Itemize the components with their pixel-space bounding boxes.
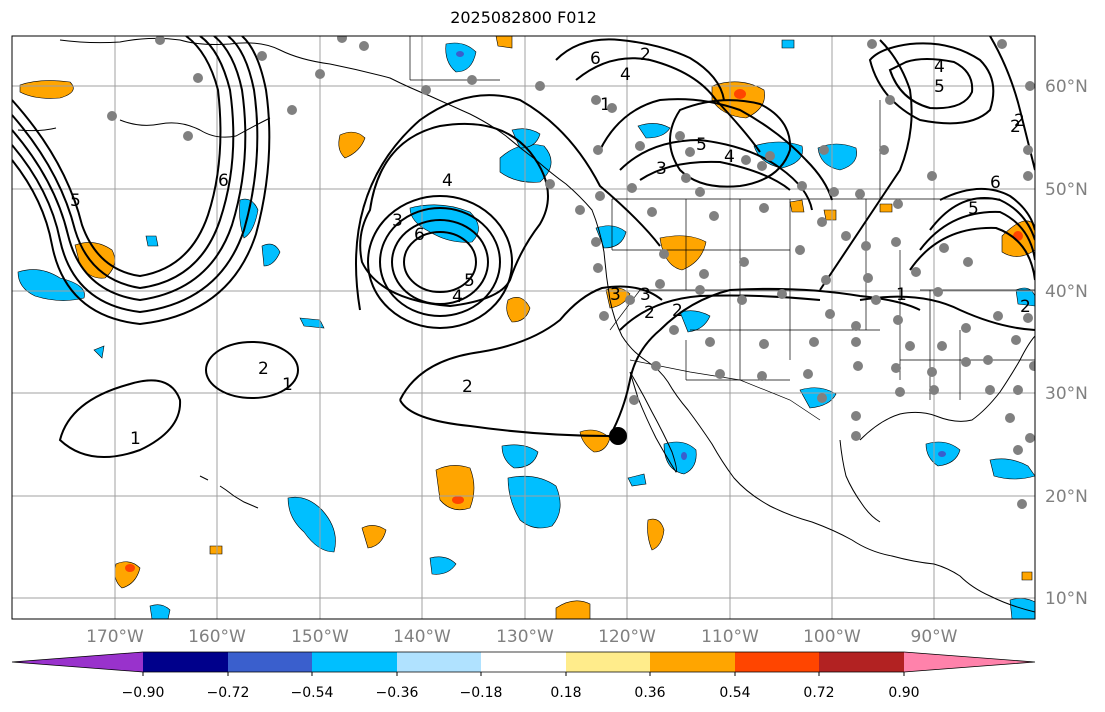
contour-label: 2 <box>258 359 269 379</box>
lon-label: 170°W <box>86 627 144 647</box>
colorbar-segment <box>228 652 312 672</box>
cool-anomaly-patches <box>17 39 1035 619</box>
hot-anomaly-cores <box>125 89 1023 572</box>
contour-label: 1 <box>130 429 141 449</box>
map-title: 2025082800 F012 <box>450 8 597 27</box>
dark-cool-anomaly-cores <box>456 51 946 460</box>
station-markers <box>107 36 1035 509</box>
contour-label: 3 <box>610 285 621 305</box>
contour-label: 4 <box>724 147 735 167</box>
map-frame <box>11 35 1036 620</box>
contour-label: 1 <box>896 285 907 305</box>
lat-label: 40°N <box>1045 282 1088 302</box>
colorbar-segment <box>397 652 481 672</box>
lon-label: 140°W <box>393 627 451 647</box>
colorbar-extend-low <box>12 652 143 672</box>
lon-label: 130°W <box>496 627 554 647</box>
contour-label: 2 <box>672 301 683 321</box>
colorbar-segment <box>481 652 566 672</box>
colorbar-segment <box>143 652 228 672</box>
colorbar-tick-label: 0.72 <box>803 685 834 701</box>
contour-label: 6 <box>218 171 229 191</box>
contour-label: 1 <box>600 95 611 115</box>
colorbar-segment <box>650 652 735 672</box>
contour-label: 3 <box>392 211 403 231</box>
colorbar-tick-label: −0.36 <box>376 685 419 701</box>
lon-label: 100°W <box>803 627 861 647</box>
contour-label: 4 <box>620 65 631 85</box>
colorbar-tick-label: −0.90 <box>122 685 165 701</box>
colorbar-tick-label: −0.54 <box>291 685 334 701</box>
map-plot-area: 6 4 2 5 4 5 3 6 5 2 6 5 4 2 1 4 3 6 4 5 … <box>12 36 1035 619</box>
lon-label: 110°W <box>701 627 759 647</box>
colorbar-tick-label: 0.18 <box>550 685 581 701</box>
graticule <box>12 36 1035 619</box>
contour-label: 1 <box>282 375 293 395</box>
contour-label: 6 <box>990 173 1001 193</box>
contour-label: 4 <box>442 171 453 191</box>
lat-label: 30°N <box>1045 384 1088 404</box>
contour-label: 2 <box>462 377 473 397</box>
colorbar-segment <box>735 652 819 672</box>
contour-label: 6 <box>590 49 601 69</box>
contour-label: 5 <box>696 135 707 155</box>
political-borders <box>409 36 1035 421</box>
contour-label: 5 <box>968 199 979 219</box>
lon-label: 120°W <box>598 627 656 647</box>
latitude-labels: 60°N 50°N 40°N 30°N 20°N 10°N <box>1045 77 1088 609</box>
lon-label: 160°W <box>188 627 246 647</box>
colorbar-segment <box>312 652 397 672</box>
contour-label: 3 <box>640 285 651 305</box>
contour-label: 4 <box>934 57 945 77</box>
colorbar-tick-label: −0.72 <box>207 685 250 701</box>
lat-label: 10°N <box>1045 589 1088 609</box>
contour-label: 2 <box>1010 117 1021 137</box>
colorbar-tick-label: 0.36 <box>634 685 665 701</box>
contour-label: 6 <box>414 225 425 245</box>
lat-label: 50°N <box>1045 180 1088 200</box>
colorbar-tick-labels: −0.90 −0.72 −0.54 −0.36 −0.18 0.18 0.36 … <box>122 685 920 701</box>
contour-label: 4 <box>452 287 463 307</box>
colorbar <box>11 651 1036 676</box>
contour-lines <box>12 36 1035 459</box>
colorbar-tick-label: −0.18 <box>460 685 503 701</box>
contour-label: 3 <box>656 159 667 179</box>
colorbar-tick-label: 0.54 <box>719 685 750 701</box>
contour-label: 5 <box>70 191 81 211</box>
lat-label: 20°N <box>1045 487 1088 507</box>
contour-label: 2 <box>1014 111 1025 131</box>
colorbar-extend-high <box>904 652 1035 672</box>
longitude-labels: 170°W 160°W 150°W 140°W 130°W 120°W 110°… <box>86 627 958 647</box>
lon-label: 150°W <box>291 627 349 647</box>
colorbar-segment <box>819 652 904 672</box>
storm-center-marker <box>609 427 627 445</box>
contour-label: 2 <box>644 303 655 323</box>
lat-label: 60°N <box>1045 77 1088 97</box>
colorbar-segment <box>566 652 650 672</box>
contour-label: 2 <box>640 45 651 65</box>
contour-label-group: 6 4 2 5 4 5 3 6 5 2 6 5 4 2 1 4 3 6 4 5 … <box>70 45 1031 449</box>
contour-label: 5 <box>934 77 945 97</box>
colorbar-tick-label: 0.90 <box>888 685 919 701</box>
lon-label: 90°W <box>911 627 958 647</box>
contour-label: 5 <box>464 271 475 291</box>
contour-label: 2 <box>1020 297 1031 317</box>
